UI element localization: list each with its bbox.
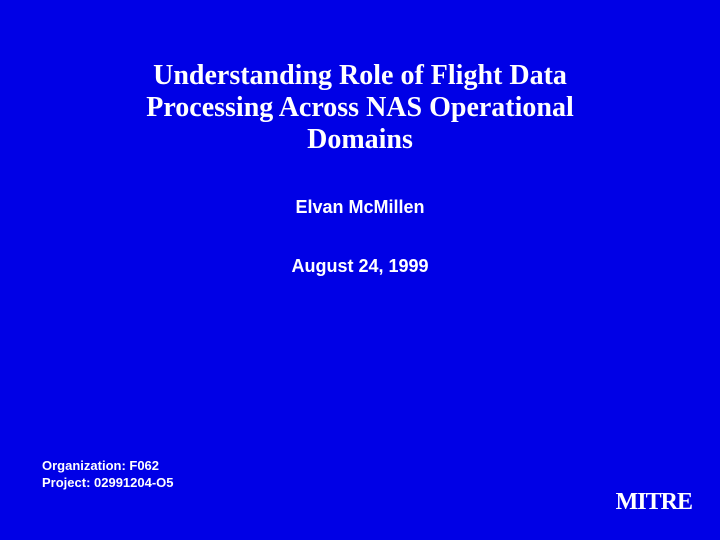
slide-title: Understanding Role of Flight Data Proces… (0, 60, 720, 157)
mitre-logo: MITRE (616, 489, 692, 516)
author-name: Elvan McMillen (0, 197, 720, 218)
presentation-date: August 24, 1999 (0, 256, 720, 277)
title-slide: Understanding Role of Flight Data Proces… (0, 0, 720, 540)
project-label: Project: 02991204-O5 (42, 475, 174, 492)
organization-label: Organization: F062 (42, 458, 174, 475)
footer-metadata: Organization: F062 Project: 02991204-O5 (42, 458, 174, 492)
